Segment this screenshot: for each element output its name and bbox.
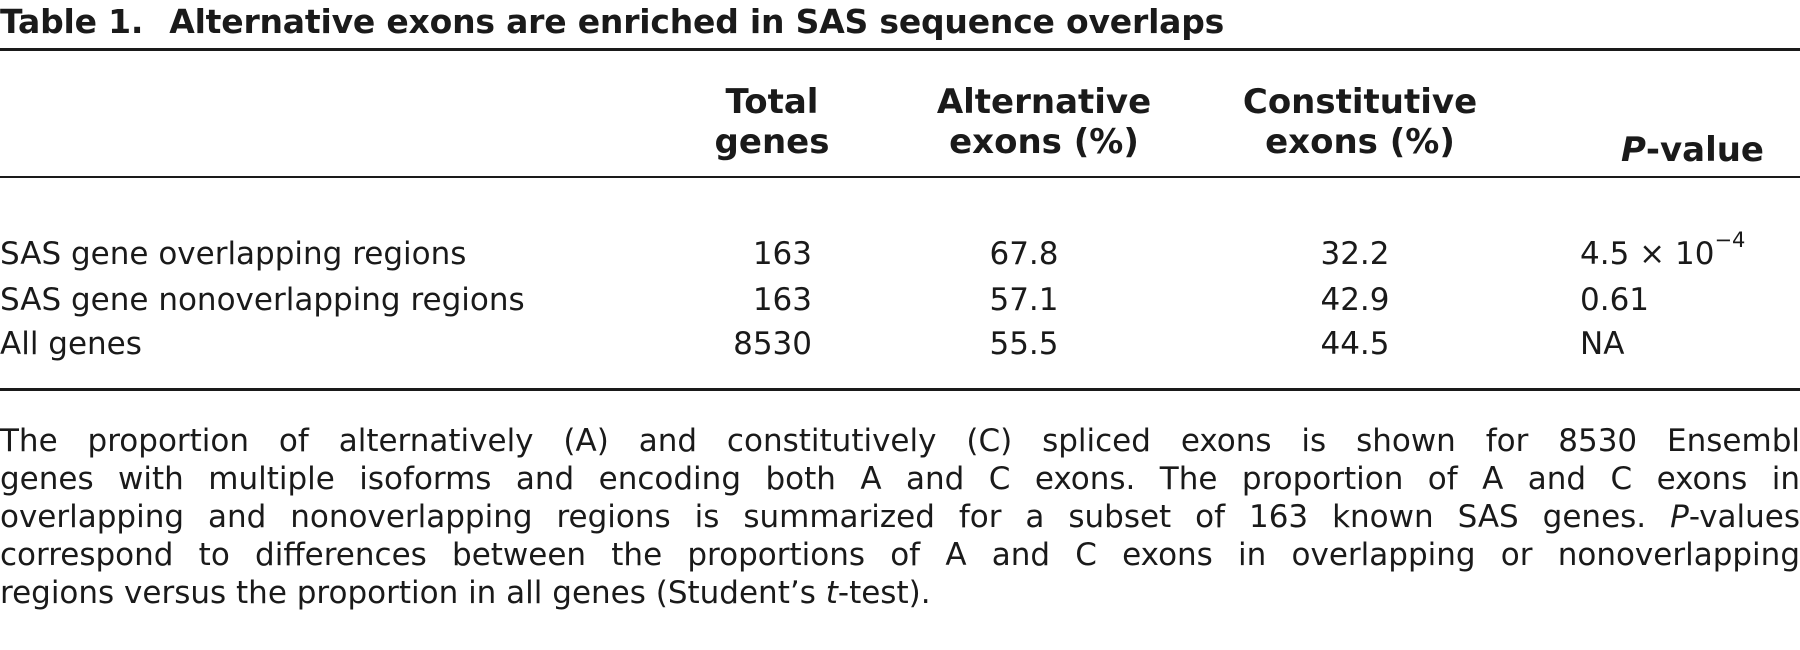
footnote-line: overlapping and nonoverlapping regions i… [0, 498, 1800, 536]
header-pvalue-rest: -value [1645, 130, 1764, 170]
cell-constitutive: 42.9 [1320, 282, 1390, 318]
footnote-text: overlapping and nonoverlapping regions i… [0, 499, 1647, 535]
header-rule [0, 176, 1800, 178]
cell-alternative: 55.5 [989, 326, 1059, 362]
header-con-line2: exons (%) [1265, 122, 1455, 162]
top-rule [0, 48, 1800, 51]
footnote-text: -values [1688, 499, 1800, 535]
header-pvalue-italic: P [1620, 130, 1646, 170]
pvalue-exponent: −4 [1714, 228, 1746, 252]
cell-constitutive: 32.2 [1320, 236, 1390, 272]
header-pvalue: P-value [1580, 130, 1800, 170]
header-alternative-exons: Alternative exons (%) [924, 82, 1164, 162]
header-total-genes: Total genes [712, 82, 832, 162]
footnote-line: correspond to differences between the pr… [0, 537, 1800, 573]
cell-total-genes: 8530 [733, 326, 812, 362]
row-label: SAS gene nonoverlapping regions [0, 282, 525, 318]
cell-pvalue: NA [1580, 326, 1625, 362]
bottom-rule [0, 388, 1800, 391]
footnote-line: regions versus the proportion in all gen… [0, 574, 1800, 612]
footnote-text: -test). [837, 575, 931, 611]
cell-alternative: 67.8 [989, 236, 1059, 272]
cell-pvalue: 4.5 × 10−4 [1580, 230, 1745, 274]
footnote-text: regions versus the proportion in all gen… [0, 575, 816, 611]
footnote-italic-t: t [825, 575, 838, 611]
table-caption: Alternative exons are enriched in SAS se… [169, 2, 1225, 41]
header-constitutive-exons: Constitutive exons (%) [1240, 82, 1480, 162]
table-number: Table 1. [0, 2, 144, 41]
header-con-line1: Constitutive [1242, 82, 1478, 122]
table-row: All genes 8530 55.5 44.5 NA [0, 324, 1800, 364]
footnote-italic-p: P [1670, 499, 1689, 535]
table-row: SAS gene nonoverlapping regions 163 57.1… [0, 280, 1800, 320]
table-title: Table 1. Alternative exons are enriched i… [0, 2, 1224, 41]
row-label: SAS gene overlapping regions [0, 236, 467, 272]
header-alt-line1: Alternative [936, 82, 1152, 122]
table-row: SAS gene overlapping regions 163 67.8 32… [0, 230, 1800, 274]
cell-total-genes: 163 [752, 236, 812, 272]
cell-alternative: 57.1 [989, 282, 1059, 318]
cell-constitutive: 44.5 [1320, 326, 1390, 362]
footnote-line: The proportion of alternatively (A) and … [0, 423, 1800, 459]
header-total-line2: genes [714, 122, 830, 162]
pvalue-base: 4.5 × 10 [1580, 236, 1715, 272]
header-total-line1: Total [725, 82, 819, 122]
row-label: All genes [0, 326, 142, 362]
footnote-line: genes with multiple isoforms and encodin… [0, 461, 1800, 497]
cell-total-genes: 163 [752, 282, 812, 318]
cell-pvalue: 0.61 [1580, 282, 1650, 318]
table-footnote: The proportion of alternatively (A) and … [0, 422, 1800, 612]
header-alt-line2: exons (%) [949, 122, 1139, 162]
